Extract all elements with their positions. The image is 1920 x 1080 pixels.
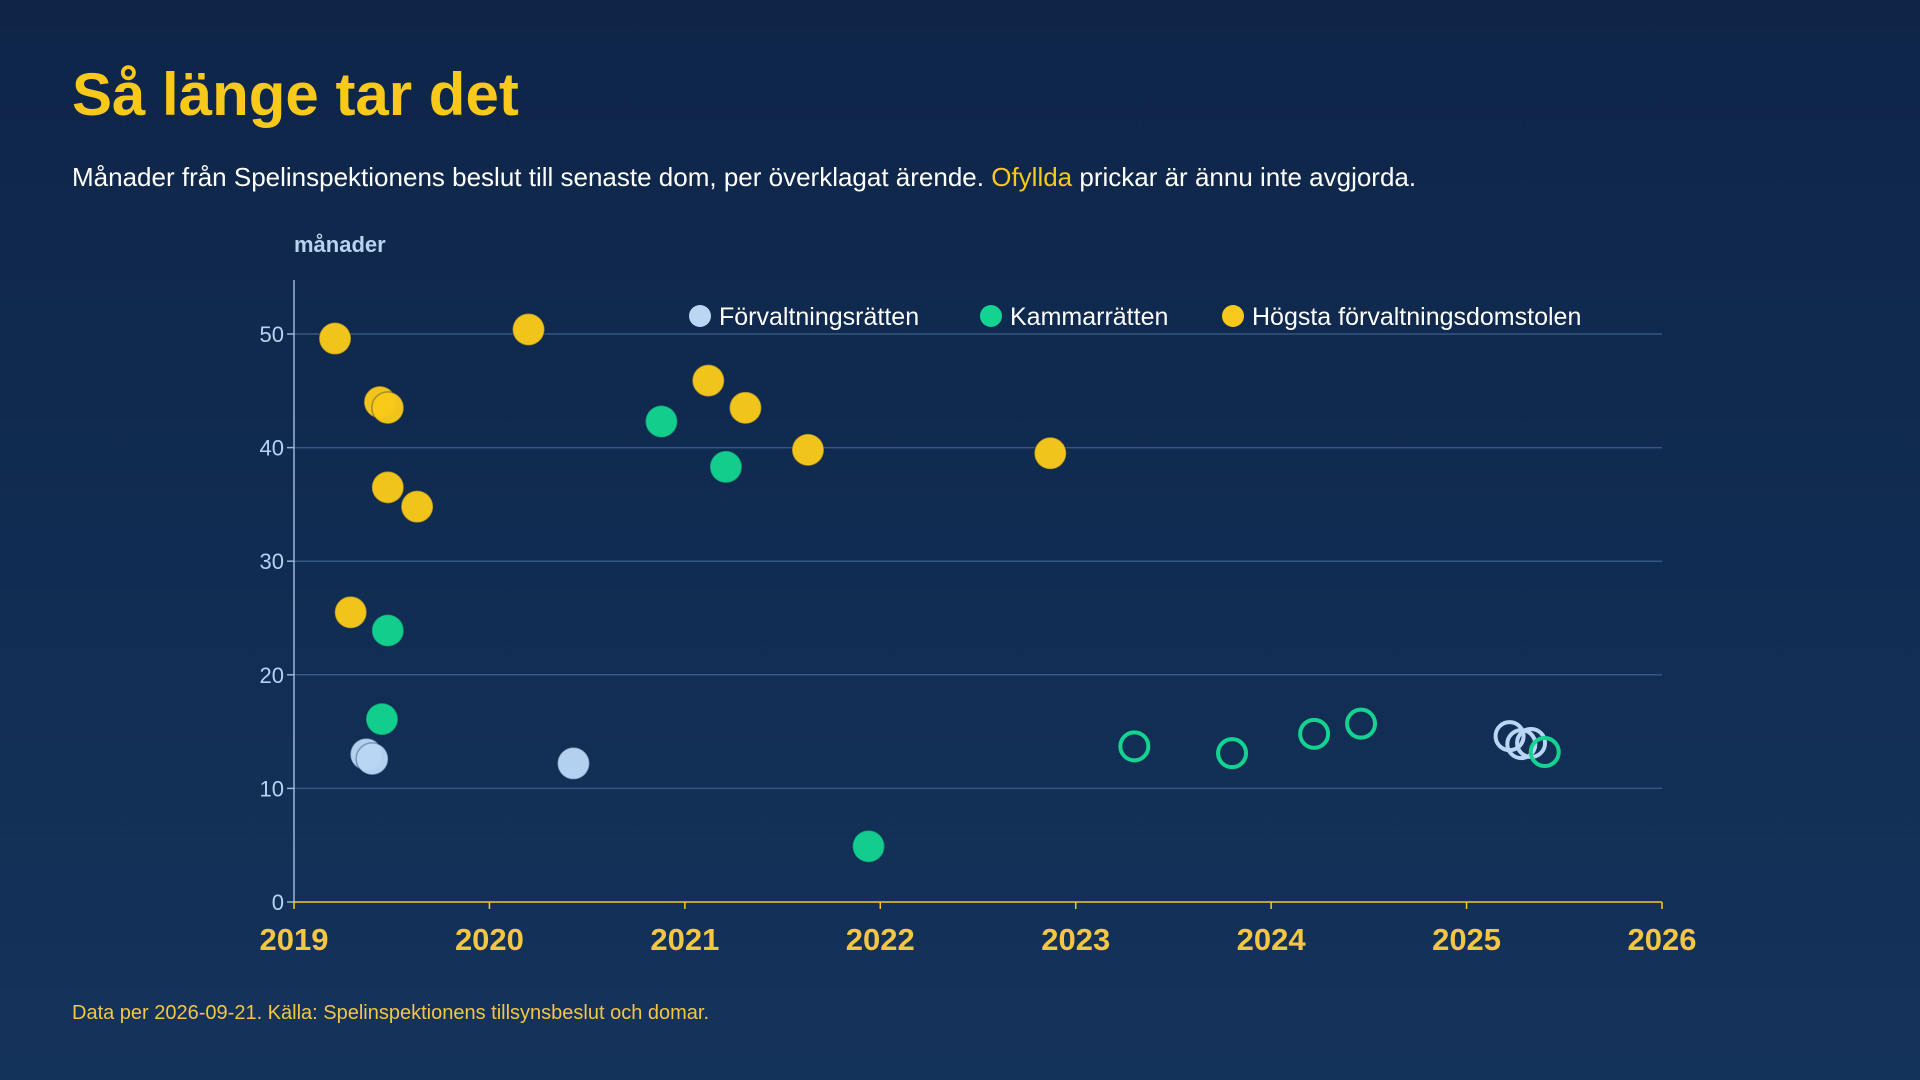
axes: 0 10 20 30 40 50 2019 2020 2021 2022 2023 2024 2025 2… xyxy=(260,280,1697,957)
y-tick-label: 20 xyxy=(260,663,284,688)
legend: Förvaltningsrätten Kammarrätten Högsta för… xyxy=(689,303,1581,331)
legend-marker xyxy=(689,305,711,327)
page-subtitle: Månader från Spelinspektionens beslut ti… xyxy=(72,162,1416,193)
y-tick-label: 0 xyxy=(272,890,284,915)
data-point xyxy=(371,470,405,505)
x-tick-label: 2019 xyxy=(260,922,329,957)
y-tick-label: 30 xyxy=(260,549,284,574)
subtitle-highlight: Ofyllda xyxy=(991,162,1073,192)
data-point xyxy=(318,321,352,356)
data-point-open xyxy=(1528,736,1561,769)
data-points xyxy=(318,312,1561,864)
y-tick-label: 10 xyxy=(260,776,284,801)
data-point-open xyxy=(1298,717,1331,750)
legend-label: Högsta förvaltningsdomstolen xyxy=(1252,303,1581,331)
data-point xyxy=(511,312,546,347)
y-tick-label: 50 xyxy=(260,322,284,347)
data-point xyxy=(400,489,434,524)
data-point xyxy=(791,433,825,467)
y-tick-label: 40 xyxy=(260,436,284,461)
page-title: Så länge tar det xyxy=(72,61,519,128)
data-point xyxy=(333,595,368,630)
data-point-open xyxy=(1345,707,1378,740)
data-point xyxy=(371,391,405,425)
data-point-open xyxy=(1216,737,1249,770)
data-point xyxy=(851,829,886,864)
data-point xyxy=(691,363,726,398)
gridlines xyxy=(294,333,1662,790)
x-tick-label: 2021 xyxy=(650,922,719,957)
legend-marker xyxy=(980,305,1002,327)
data-point-open xyxy=(1118,730,1151,763)
data-point xyxy=(365,702,399,736)
x-tick-label: 2025 xyxy=(1432,922,1501,957)
x-tick-label: 2026 xyxy=(1628,922,1697,957)
x-tick-label: 2022 xyxy=(846,922,915,957)
data-point xyxy=(371,613,405,648)
legend-label: Förvaltningsrätten xyxy=(719,303,919,331)
x-tick-label: 2023 xyxy=(1041,922,1110,957)
legend-marker xyxy=(1222,305,1244,327)
data-point xyxy=(556,746,591,781)
subtitle-text-end: prickar är ännu inte avgjorda. xyxy=(1072,162,1417,192)
y-axis-label: månader xyxy=(294,232,386,257)
subtitle-text-start: Månader från Spelinspektionens beslut ti… xyxy=(72,162,992,192)
data-point xyxy=(644,404,679,439)
source-note: Data per 2026-09-21. Källa: Spelinspekti… xyxy=(72,1002,710,1024)
data-point xyxy=(355,742,389,776)
data-point xyxy=(709,450,743,484)
data-point xyxy=(1033,436,1068,471)
legend-label: Kammarrätten xyxy=(1010,303,1168,331)
data-point xyxy=(728,391,763,425)
x-tick-label: 2024 xyxy=(1237,922,1307,957)
x-tick-label: 2020 xyxy=(455,922,524,957)
